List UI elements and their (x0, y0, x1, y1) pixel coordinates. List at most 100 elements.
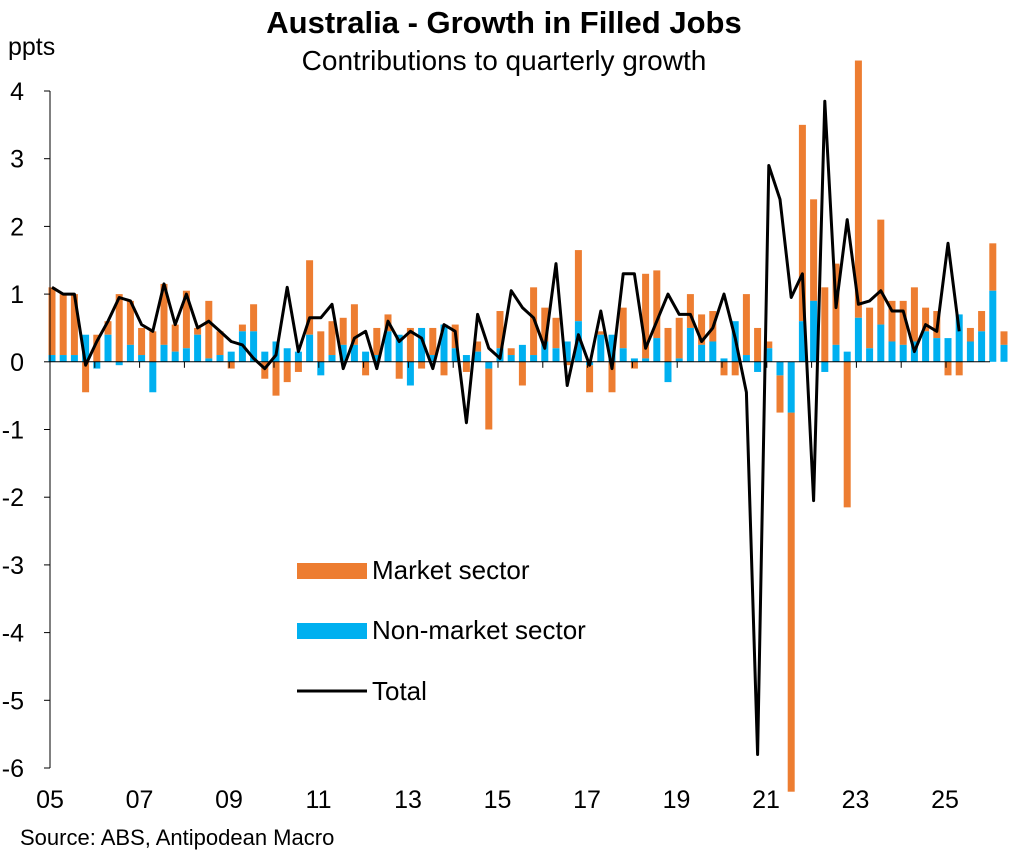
x-tick-label: 09 (215, 786, 243, 814)
market-bar (675, 317, 683, 359)
market-bar (854, 60, 862, 318)
market-bar (653, 270, 661, 339)
non-market-bar (418, 327, 426, 362)
market-bar (261, 361, 269, 379)
legend-label-market: Market sector (372, 555, 530, 585)
market-bar (686, 294, 694, 328)
legend-label-nonmarket: Non-market sector (372, 615, 586, 645)
non-market-bar (955, 314, 963, 362)
market-bar (406, 327, 414, 362)
market-bar (317, 331, 325, 362)
market-bar (586, 365, 594, 393)
market-bar (664, 327, 672, 362)
non-market-bar (832, 344, 840, 362)
market-bar (283, 361, 291, 383)
market-bar (888, 300, 896, 342)
market-bar (238, 324, 246, 332)
y-tick-label: 0 (10, 349, 24, 377)
market-bar (910, 287, 918, 342)
non-market-bar (798, 321, 806, 362)
market-bar (552, 317, 560, 349)
non-market-bar (541, 341, 549, 362)
market-bar (70, 294, 78, 356)
market-bar (126, 300, 134, 345)
market-bar (765, 341, 773, 349)
non-market-bar (82, 334, 90, 362)
non-market-bar (810, 300, 818, 362)
source-note: Source: ABS, Antipodean Macro (20, 825, 334, 850)
market-bar (866, 307, 874, 349)
non-market-bar (698, 344, 706, 362)
non-market-bar (597, 334, 605, 362)
market-bar (328, 321, 336, 356)
non-market-bar (462, 355, 470, 362)
market-bar (507, 348, 515, 356)
market-bar (59, 294, 67, 356)
market-bar (608, 361, 616, 393)
y-tick-label: -5 (2, 687, 24, 715)
x-tick-label: 15 (484, 786, 512, 814)
chart-subtitle: Contributions to quarterly growth (302, 45, 707, 76)
non-market-bar (653, 338, 661, 362)
market-bar (462, 361, 470, 372)
market-bar (518, 361, 526, 386)
market-bar (821, 287, 829, 362)
market-bar (474, 341, 482, 352)
market-bar (731, 361, 739, 376)
market-bar (429, 327, 437, 356)
market-bar (642, 273, 650, 359)
market-bar (339, 317, 347, 345)
non-market-bar (149, 361, 157, 393)
market-bar (182, 290, 190, 349)
x-tick-label: 25 (931, 786, 959, 814)
market-bar (485, 368, 493, 430)
non-market-bar (552, 348, 560, 362)
non-market-bar (429, 355, 437, 362)
non-market-bar (843, 351, 851, 362)
x-tick-label: 07 (126, 786, 154, 814)
market-bar (306, 260, 314, 335)
non-market-bar (563, 341, 571, 362)
non-market-bar (384, 331, 392, 362)
non-market-bar (317, 361, 325, 376)
non-market-bar (944, 338, 952, 362)
non-market-bar (888, 341, 896, 362)
non-market-bar (283, 348, 291, 362)
market-bar (630, 361, 638, 369)
market-bar (776, 375, 784, 413)
y-tick-label: 3 (10, 146, 24, 174)
market-bar (843, 361, 851, 508)
non-market-bar (765, 348, 773, 362)
y-tick-label: -3 (2, 552, 24, 580)
market-bar (798, 124, 806, 322)
non-market-bar (966, 341, 974, 362)
non-market-bar (227, 351, 235, 362)
market-bar (563, 361, 571, 366)
market-bar (877, 219, 885, 325)
non-market-bar (518, 344, 526, 362)
market-bar (754, 327, 762, 362)
non-market-bar (922, 331, 930, 362)
market-sector-bars (48, 60, 1008, 792)
market-bar (787, 412, 795, 792)
x-tick-label: 19 (663, 786, 691, 814)
non-market-bar (989, 290, 997, 362)
non-market-bar (754, 361, 762, 372)
non-market-bar (104, 334, 112, 362)
non-market-bar (530, 355, 538, 362)
non-market-bar (48, 355, 56, 362)
non-market-bar (933, 338, 941, 362)
non-market-bar (126, 344, 134, 362)
market-bar (48, 287, 56, 356)
market-bar (742, 294, 750, 356)
market-bar (955, 361, 963, 376)
market-bar (93, 334, 101, 362)
x-axis-ticks: 05 07 09 11 13 15 17 19 21 23 25 (36, 361, 959, 814)
y-tick-label: -4 (2, 620, 24, 648)
x-tick-label: 13 (394, 786, 422, 814)
market-bar (440, 361, 448, 376)
market-bar (227, 361, 235, 369)
non-market-bar (160, 344, 168, 362)
non-market-bar (485, 361, 493, 369)
